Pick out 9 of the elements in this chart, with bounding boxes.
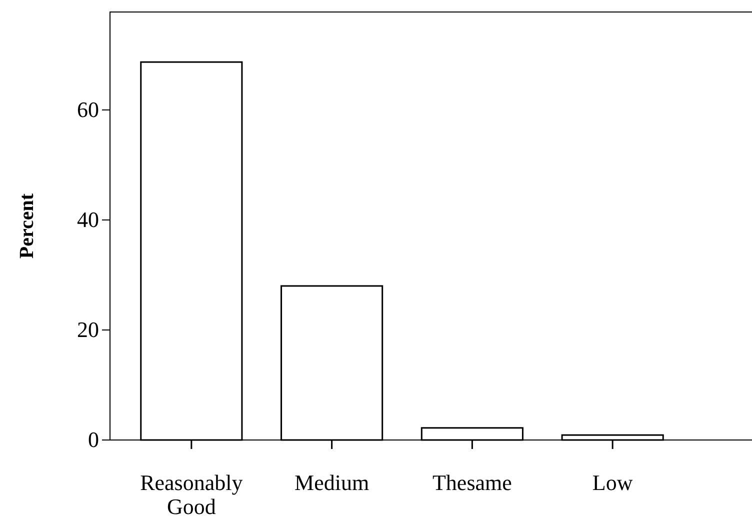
x-tick-label: Low — [592, 470, 633, 495]
x-tick-label: Medium — [294, 470, 370, 495]
y-tick-label: 0 — [88, 427, 99, 452]
y-tick-label: 40 — [77, 206, 99, 232]
y-axis-title: Percent — [16, 193, 38, 259]
x-tick-label: Reasonably Good — [140, 470, 243, 519]
y-tick-label: 60 — [77, 96, 99, 122]
x-tick-label: Thesame — [432, 470, 512, 495]
y-tick-label: 20 — [77, 317, 99, 342]
